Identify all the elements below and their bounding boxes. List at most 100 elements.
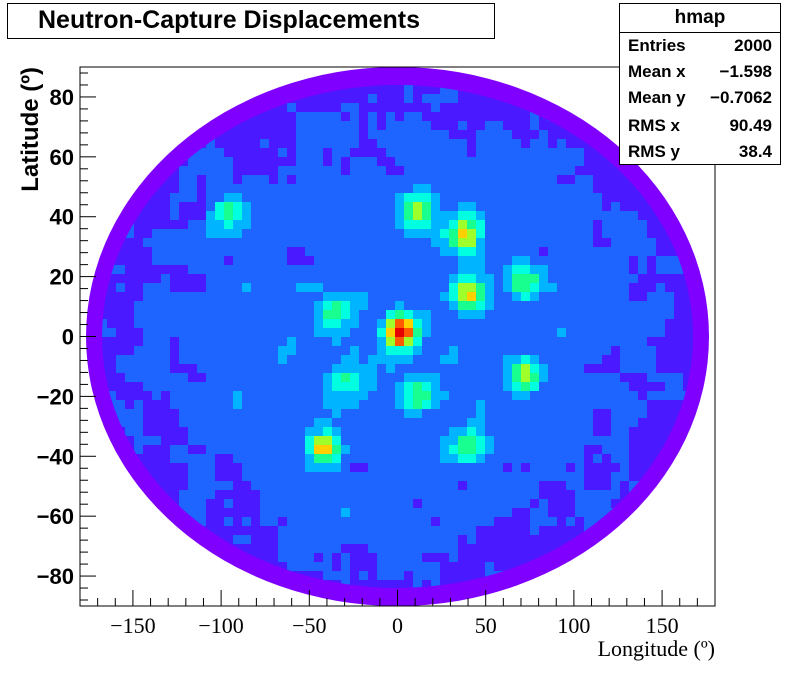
- heatmap-cell: [395, 490, 405, 500]
- heatmap-cell: [530, 166, 540, 176]
- heatmap-cell: [395, 337, 405, 347]
- y-tick-label: 20: [50, 265, 74, 290]
- heatmap-cell: [377, 481, 387, 491]
- heatmap-cell: [170, 310, 180, 320]
- heatmap-cell: [260, 193, 270, 203]
- heatmap-cell: [116, 400, 126, 410]
- heatmap-cell: [449, 346, 459, 356]
- heatmap-cell: [170, 364, 180, 374]
- heatmap-cell: [530, 472, 540, 482]
- heatmap-cell: [602, 364, 612, 374]
- heatmap-cell: [278, 445, 288, 455]
- heatmap-cell: [656, 238, 666, 248]
- heatmap-cell: [638, 256, 648, 266]
- heatmap-cell: [242, 166, 252, 176]
- heatmap-cell: [530, 400, 540, 410]
- heatmap-cell: [278, 292, 288, 302]
- heatmap-cell: [449, 247, 459, 257]
- heatmap-cell: [287, 103, 297, 113]
- heatmap-cell: [422, 418, 432, 428]
- heatmap-cell: [422, 517, 432, 527]
- y-tick-label: −80: [37, 564, 74, 589]
- heatmap-cell: [278, 400, 288, 410]
- heatmap-cell: [395, 553, 405, 563]
- heatmap-cell: [458, 247, 468, 257]
- heatmap-cell: [314, 355, 324, 365]
- heatmap-cell: [260, 139, 270, 149]
- heatmap-cell: [440, 373, 450, 383]
- heatmap-cell: [305, 265, 315, 275]
- heatmap-cell: [566, 445, 576, 455]
- heatmap-cell: [530, 292, 540, 302]
- heatmap-cell: [521, 319, 531, 329]
- heatmap-cell: [287, 292, 297, 302]
- heatmap-cell: [494, 454, 504, 464]
- heatmap-cell: [557, 202, 567, 212]
- heatmap-cell: [503, 139, 513, 149]
- heatmap-cell: [260, 310, 270, 320]
- heatmap-cell: [485, 202, 495, 212]
- heatmap-cell: [368, 364, 378, 374]
- heatmap-cell: [602, 418, 612, 428]
- heatmap-cell: [467, 373, 477, 383]
- heatmap-cell: [152, 382, 162, 392]
- heatmap-cell: [476, 121, 486, 131]
- heatmap-cell: [386, 454, 396, 464]
- heatmap-cell: [305, 436, 315, 446]
- heatmap-cell: [170, 229, 180, 239]
- heatmap-cell: [485, 166, 495, 176]
- heatmap-cell: [422, 463, 432, 473]
- heatmap-cell: [395, 445, 405, 455]
- heatmap-cell: [224, 337, 234, 347]
- heatmap-cell: [170, 301, 180, 311]
- heatmap-cell: [197, 148, 207, 158]
- heatmap-cell: [260, 148, 270, 158]
- heatmap-cell: [323, 472, 333, 482]
- heatmap-cell: [512, 382, 522, 392]
- heatmap-cell: [584, 310, 594, 320]
- heatmap-cell: [251, 184, 261, 194]
- heatmap-cell: [413, 202, 423, 212]
- heatmap-cell: [233, 463, 243, 473]
- heatmap-cell: [395, 220, 405, 230]
- heatmap-cell: [665, 247, 675, 257]
- heatmap-cell: [602, 166, 612, 176]
- heatmap-cell: [665, 265, 675, 275]
- heatmap-cell: [224, 409, 234, 419]
- heatmap-cell: [188, 319, 198, 329]
- heatmap-cell: [602, 409, 612, 419]
- heatmap-cell: [368, 517, 378, 527]
- heatmap-cell: [260, 463, 270, 473]
- heatmap-cell: [242, 400, 252, 410]
- heatmap-cell: [476, 301, 486, 311]
- heatmap-cell: [521, 427, 531, 437]
- heatmap-cell: [224, 247, 234, 257]
- heatmap-cell: [494, 283, 504, 293]
- heatmap-cell: [102, 319, 108, 329]
- heatmap-cell: [377, 571, 387, 581]
- heatmap-cell: [143, 256, 153, 266]
- heatmap-cell: [431, 121, 441, 131]
- heatmap-cell: [314, 391, 324, 401]
- heatmap-cell: [629, 328, 639, 338]
- heatmap-cell: [314, 202, 324, 212]
- heatmap-cell: [530, 445, 540, 455]
- heatmap-cell: [404, 292, 414, 302]
- heatmap-cell: [260, 436, 270, 446]
- heatmap-cell: [665, 391, 675, 401]
- heatmap-cell: [467, 571, 477, 581]
- heatmap-cell: [431, 553, 441, 563]
- y-tick-label: −40: [37, 444, 74, 469]
- heatmap-cell: [494, 211, 504, 221]
- heatmap-cell: [152, 418, 162, 428]
- heatmap-cell: [314, 247, 324, 257]
- heatmap-cell: [170, 265, 180, 275]
- heatmap-cell: [548, 130, 558, 140]
- heatmap-cell: [674, 301, 684, 311]
- heatmap-cell: [431, 193, 441, 203]
- heatmap-cell: [440, 319, 450, 329]
- heatmap-cell: [548, 319, 558, 329]
- heatmap-cell: [395, 184, 405, 194]
- heatmap-cell: [260, 364, 270, 374]
- heatmap-cell: [170, 382, 180, 392]
